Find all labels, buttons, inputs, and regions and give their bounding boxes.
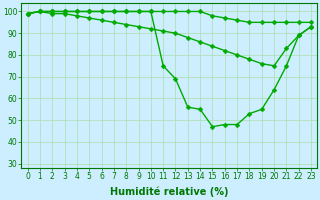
X-axis label: Humidité relative (%): Humidité relative (%) bbox=[110, 187, 228, 197]
